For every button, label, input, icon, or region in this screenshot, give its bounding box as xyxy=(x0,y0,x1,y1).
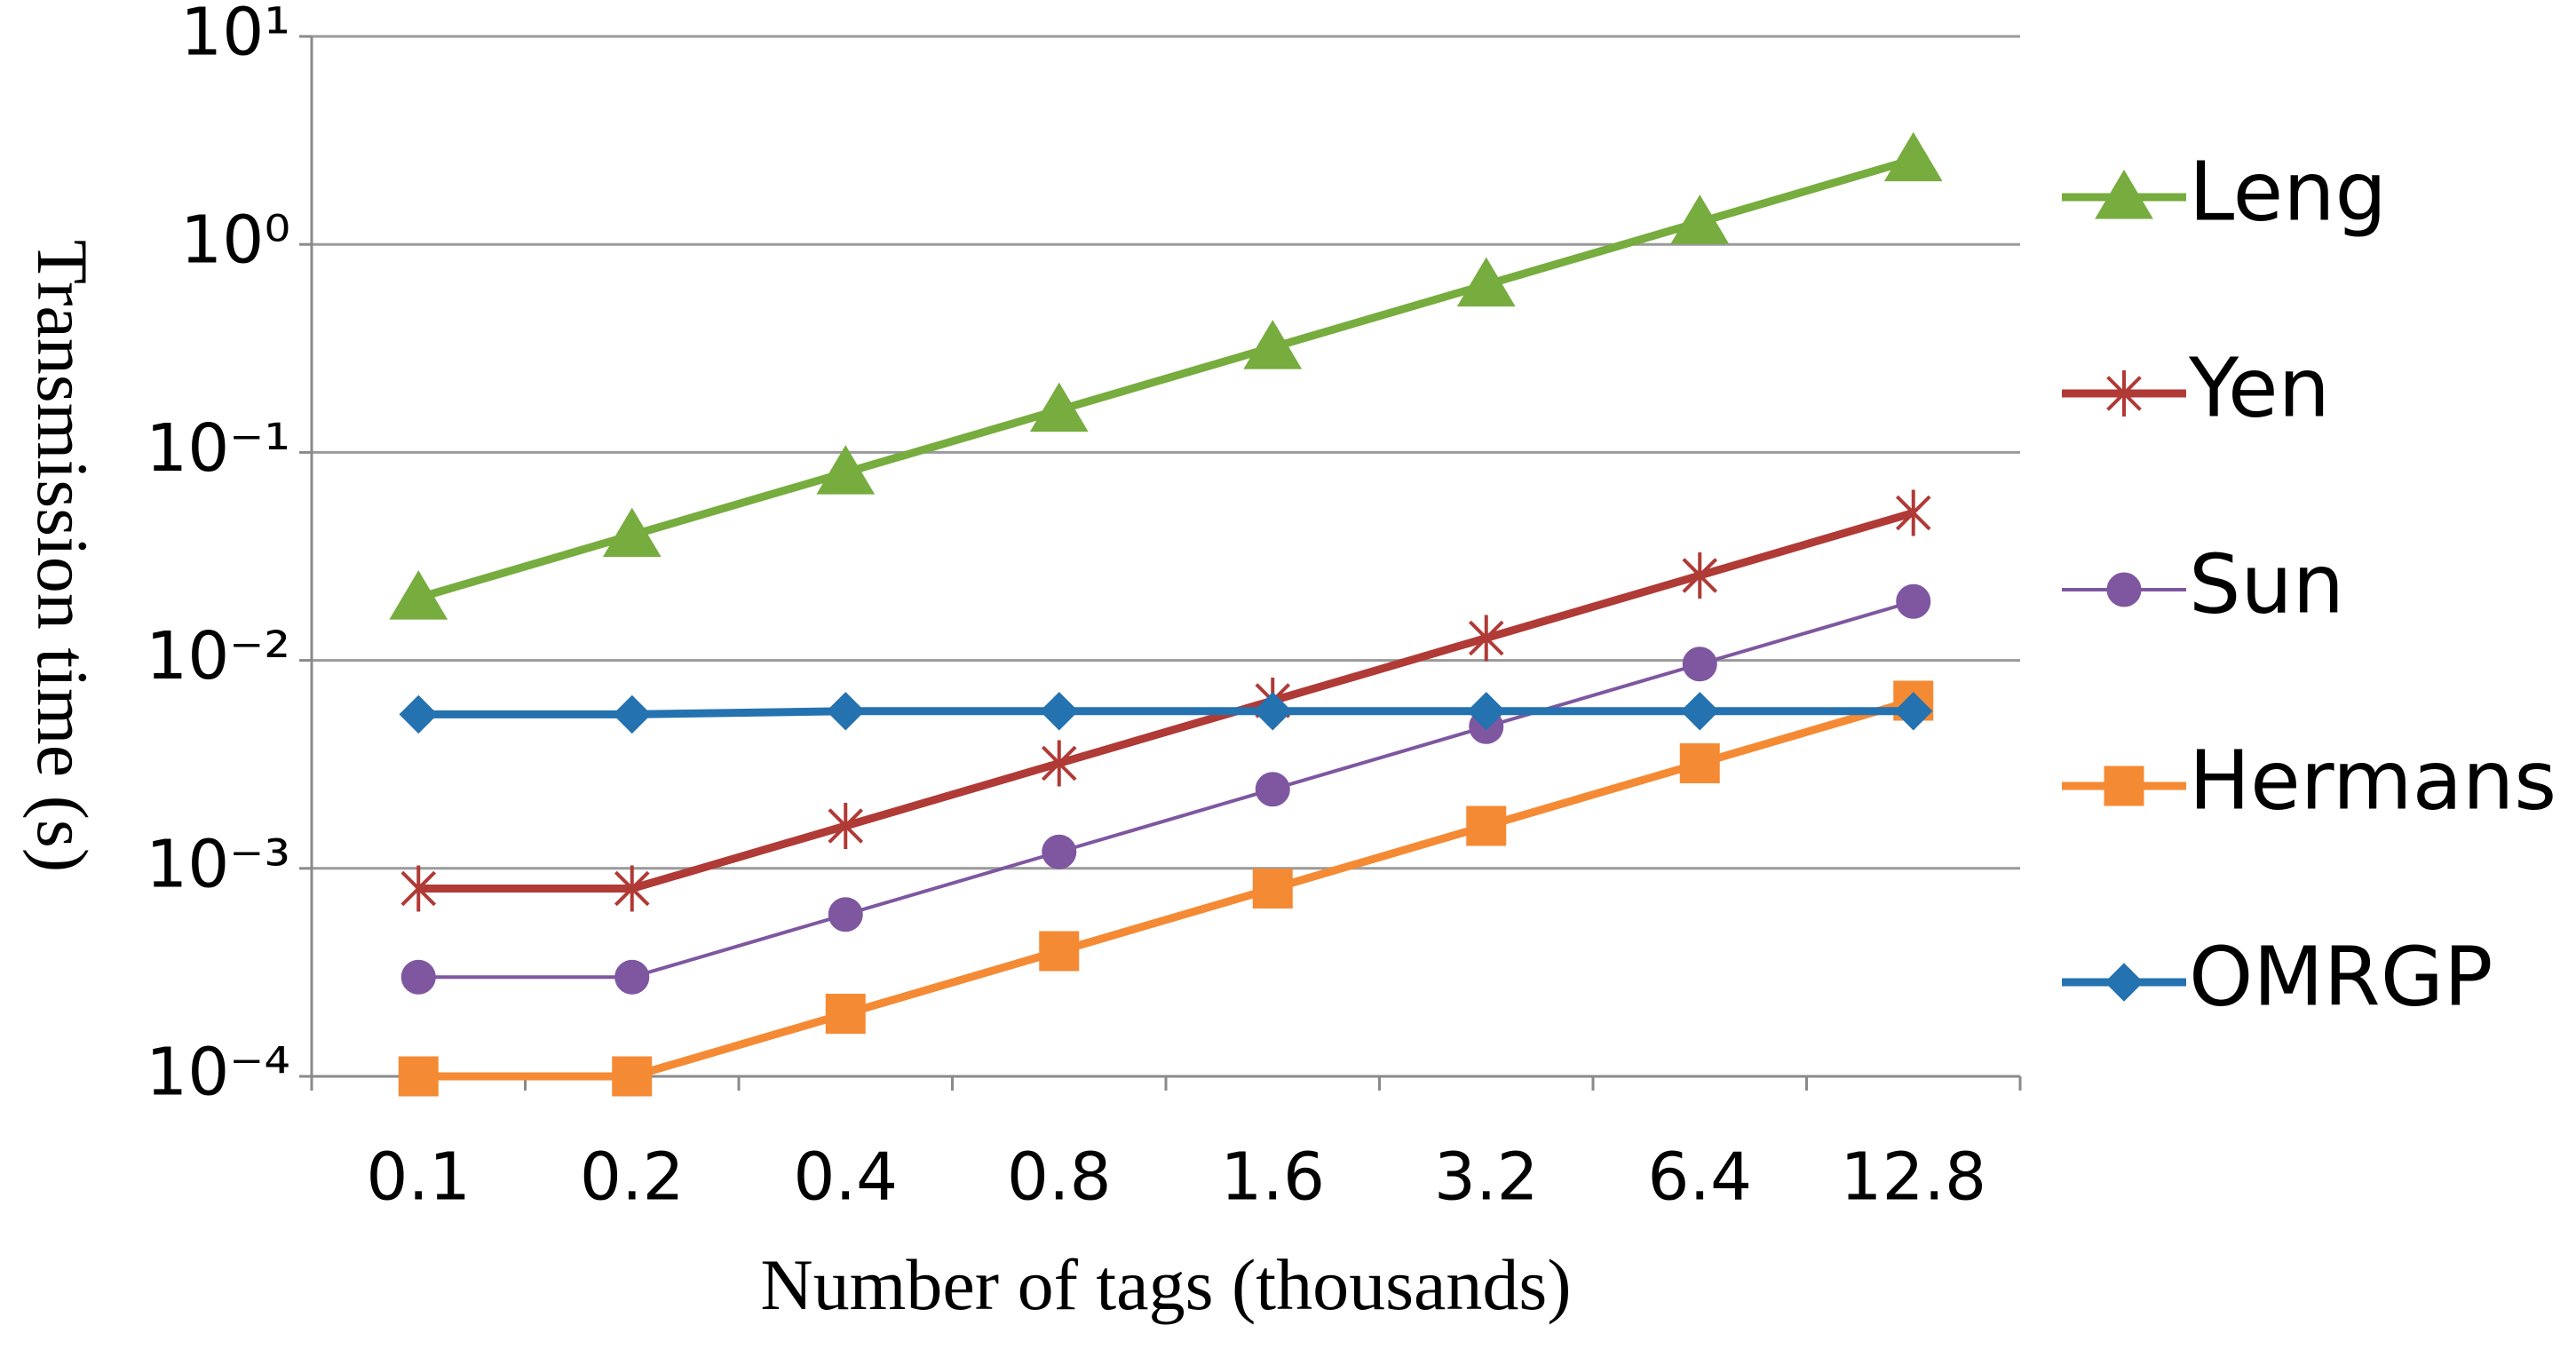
y-tick-label: 10⁻² xyxy=(146,618,290,694)
data-point xyxy=(1680,692,1719,731)
x-axis-title: Number of tags (thousands) xyxy=(760,1244,1571,1325)
data-point xyxy=(1894,692,1933,731)
legend-marker xyxy=(2095,170,2153,219)
legend-label: Sun xyxy=(2189,536,2344,631)
x-tick-label: 6.4 xyxy=(1647,1139,1752,1216)
y-tick-label: 10⁻³ xyxy=(146,826,290,902)
data-point xyxy=(1243,320,1303,369)
data-point xyxy=(826,692,865,731)
x-tick-label: 0.1 xyxy=(366,1139,471,1216)
data-point xyxy=(400,959,436,995)
data-point xyxy=(1040,692,1079,731)
data-point xyxy=(602,507,662,558)
data-point xyxy=(614,865,650,912)
data-point xyxy=(1042,834,1077,869)
data-point xyxy=(1682,647,1717,682)
y-tick-label: 10⁰ xyxy=(180,202,290,279)
data-point xyxy=(1252,868,1293,909)
data-point xyxy=(398,1056,439,1097)
legend-label: Yen xyxy=(2188,340,2330,435)
legend-label: Leng xyxy=(2189,144,2387,239)
legend-label: Hermans xyxy=(2189,733,2556,828)
data-point xyxy=(1895,489,1931,536)
x-tick-label: 0.4 xyxy=(793,1139,898,1216)
data-point xyxy=(1682,552,1718,599)
data-point xyxy=(400,865,437,912)
x-tick-label: 3.2 xyxy=(1434,1139,1539,1216)
y-axis-title: Transmission time (s) xyxy=(22,240,103,872)
data-point xyxy=(1467,692,1506,731)
legend-label: OMRGP xyxy=(2189,929,2493,1024)
data-point xyxy=(825,993,866,1034)
series-line xyxy=(418,696,1915,1081)
legend-marker xyxy=(2104,766,2144,806)
data-point xyxy=(614,959,650,995)
data-point xyxy=(1041,740,1077,787)
x-tick-label: 12.8 xyxy=(1840,1139,1986,1216)
data-point xyxy=(1029,382,1089,432)
legend-marker xyxy=(2104,963,2144,1002)
x-tick-label: 1.6 xyxy=(1220,1139,1325,1216)
y-tick-label: 10¹ xyxy=(180,0,290,71)
data-point xyxy=(1456,257,1516,307)
x-tick-label: 0.8 xyxy=(1007,1139,1112,1216)
legend-marker xyxy=(2106,572,2142,607)
data-point xyxy=(1466,805,1507,846)
data-point xyxy=(613,694,652,734)
data-point xyxy=(816,445,876,495)
legend-marker xyxy=(2106,370,2142,417)
x-tick-label: 0.2 xyxy=(580,1139,685,1216)
data-point xyxy=(828,802,864,849)
data-point xyxy=(828,897,863,932)
series-line xyxy=(416,155,1915,602)
data-point xyxy=(1896,583,1931,619)
data-point xyxy=(399,694,438,734)
data-point xyxy=(1039,931,1080,972)
series-line xyxy=(418,707,1914,718)
data-point xyxy=(1670,194,1730,244)
data-point xyxy=(612,1056,653,1097)
data-point xyxy=(1883,131,1943,182)
data-point xyxy=(1255,772,1290,807)
y-tick-label: 10⁻⁴ xyxy=(146,1035,290,1111)
series-line xyxy=(418,509,1915,893)
data-point xyxy=(389,570,448,620)
data-point xyxy=(1253,692,1292,731)
y-tick-label: 10⁻¹ xyxy=(146,410,290,487)
series-line xyxy=(418,599,1914,980)
data-point xyxy=(1679,742,1720,783)
data-point xyxy=(1468,615,1504,662)
